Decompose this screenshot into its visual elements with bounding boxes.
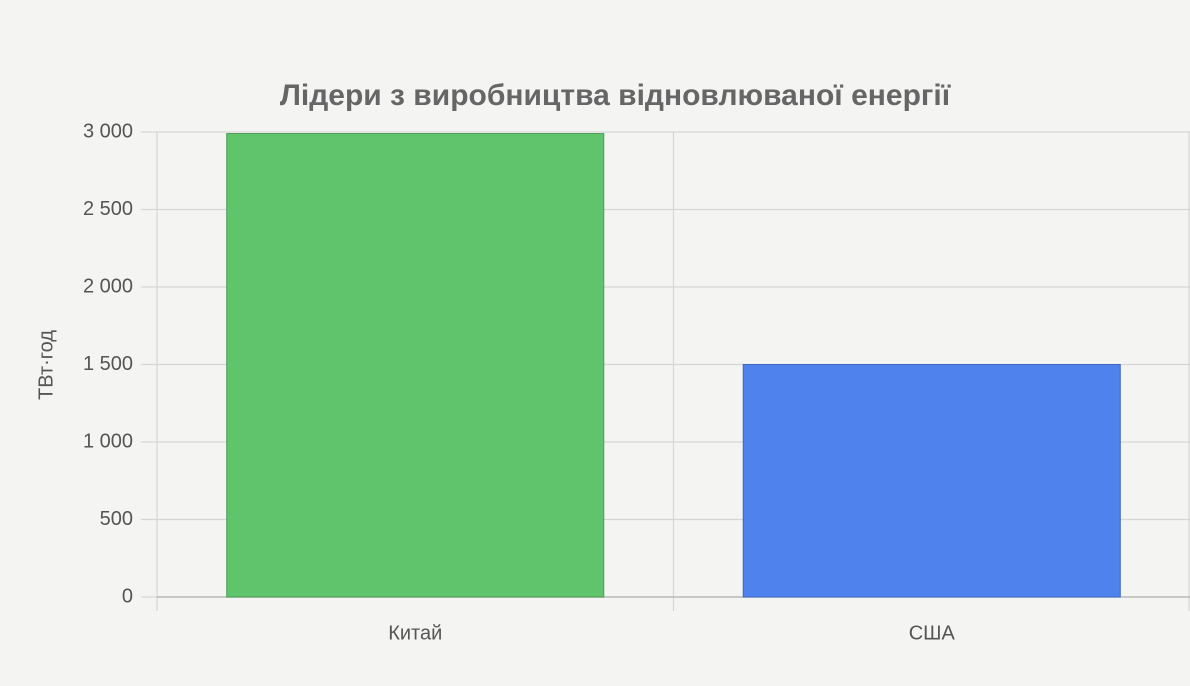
y-tick-label: 500 bbox=[100, 508, 133, 530]
y-tick-label: 2 500 bbox=[83, 198, 133, 220]
y-tick-label: 2 000 bbox=[83, 275, 133, 297]
y-axis-label: ТВт·год bbox=[35, 330, 57, 400]
y-tick-label: 1 500 bbox=[83, 353, 133, 375]
x-tick-label: США bbox=[909, 622, 956, 644]
y-tick-label: 3 000 bbox=[83, 120, 133, 142]
bar bbox=[742, 364, 1121, 598]
y-tick-label: 0 bbox=[122, 585, 133, 607]
bar bbox=[226, 133, 605, 598]
x-tick-label: Китай bbox=[388, 622, 442, 644]
chart-title: Лідери з виробництва відновлюваної енерг… bbox=[280, 79, 951, 112]
y-tick-label: 1 000 bbox=[83, 430, 133, 452]
